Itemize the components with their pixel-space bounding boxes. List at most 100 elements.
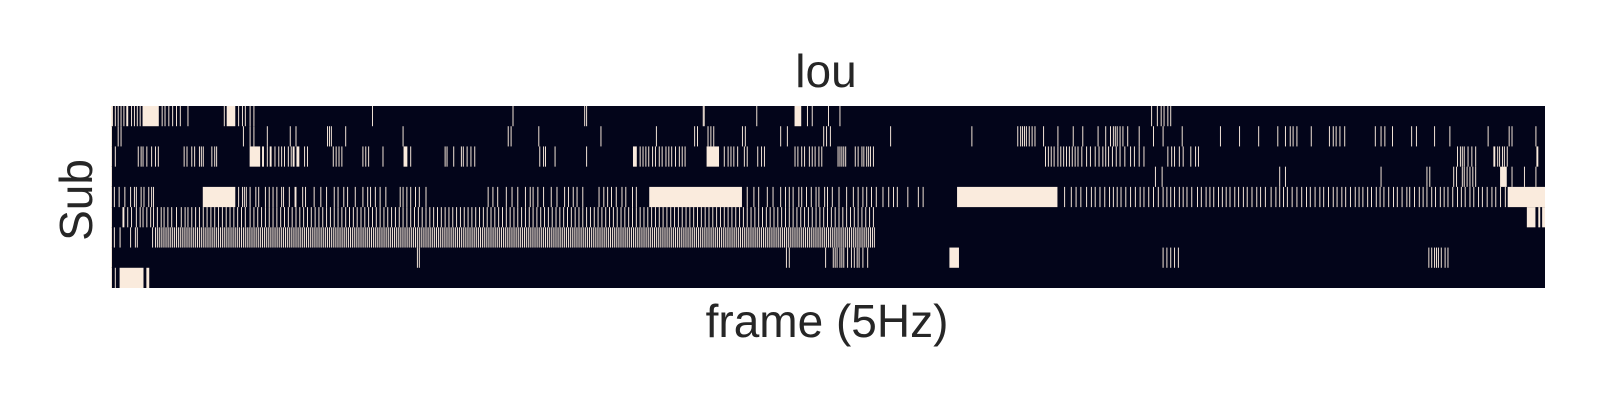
heatmap-cell (111, 186, 112, 208)
heatmap-cell (825, 247, 827, 268)
heatmap-cell (1495, 186, 1497, 208)
heatmap-cell (544, 207, 546, 228)
heatmap-cell (715, 227, 717, 248)
heatmap-cell (202, 146, 204, 167)
heatmap-cell (406, 186, 408, 208)
heatmap-cell (375, 207, 377, 228)
heatmap-cell (615, 186, 617, 208)
heatmap-cell (295, 186, 297, 208)
heatmap-cell (793, 227, 795, 248)
heatmap-cell (865, 207, 867, 228)
heatmap-cell (139, 106, 141, 127)
heatmap-cell (584, 106, 586, 127)
heatmap-cell (341, 207, 343, 228)
heatmap-cell (737, 146, 739, 167)
heatmap-cell (1396, 186, 1398, 208)
heatmap-cell (839, 106, 841, 127)
heatmap-cell (327, 227, 329, 248)
heatmap-cell (692, 227, 694, 248)
heatmap-cell (806, 227, 808, 248)
heatmap-cell (179, 106, 181, 127)
heatmap-cell (635, 186, 637, 208)
heatmap-cell (264, 207, 266, 228)
heatmap-cell (359, 227, 361, 248)
heatmap-cell (734, 227, 736, 248)
heatmap-cell (111, 166, 112, 187)
heatmap-cell (700, 207, 702, 228)
heatmap-cell (856, 227, 858, 248)
heatmap-cell (662, 207, 664, 228)
heatmap-cell (632, 227, 634, 248)
heatmap-cell (166, 227, 168, 248)
heatmap-cell (283, 227, 285, 248)
heatmap-cell (426, 227, 428, 248)
heatmap-cell (1025, 126, 1027, 147)
heatmap-cell (730, 146, 732, 167)
heatmap-cell (839, 146, 841, 167)
heatmap-cell (755, 227, 757, 248)
heatmap-cell (1503, 146, 1505, 167)
heatmap-cell (1167, 106, 1169, 127)
heatmap-cell (451, 227, 453, 248)
heatmap-cell (274, 146, 276, 167)
heatmap-cell (511, 186, 513, 208)
heatmap-cell (852, 186, 854, 208)
heatmap-cell (841, 227, 843, 248)
heatmap-cell (1358, 186, 1360, 208)
heatmap-cell (603, 186, 605, 208)
heatmap-cell (250, 227, 252, 248)
heatmap-cell (135, 186, 137, 208)
heatmap-cell (571, 227, 573, 248)
heatmap-cell (661, 227, 663, 248)
heatmap-cell (344, 227, 346, 248)
heatmap-cell (288, 186, 290, 208)
heatmap-cell (117, 126, 119, 147)
heatmap-cell (644, 227, 646, 248)
heatmap-cell (606, 227, 608, 248)
heatmap-cell (314, 207, 316, 228)
heatmap-cell (328, 227, 330, 248)
heatmap-cell (510, 227, 512, 248)
heatmap-cell (620, 207, 622, 228)
heatmap-cell (600, 227, 602, 248)
heatmap-cell (161, 106, 163, 127)
heatmap-cell (807, 207, 809, 228)
heatmap-cell (268, 186, 270, 208)
heatmap-cell (1314, 186, 1316, 208)
heatmap-cell (827, 186, 828, 208)
heatmap-cell (263, 227, 265, 248)
heatmap-cell (811, 207, 813, 228)
heatmap-cell (847, 227, 849, 248)
heatmap-cell (670, 207, 672, 228)
heatmap-cell (559, 207, 561, 228)
heatmap-cell (547, 207, 549, 228)
heatmap-cell (1023, 126, 1025, 147)
heatmap-cell (237, 207, 239, 228)
heatmap-cell (1153, 126, 1154, 147)
heatmap-cell (867, 247, 869, 268)
heatmap-cell (842, 207, 844, 228)
heatmap-cell (1463, 166, 1465, 187)
heatmap-cell (680, 227, 682, 248)
heatmap-cell (168, 106, 170, 127)
heatmap-cell (675, 227, 676, 248)
heatmap-cell (1229, 186, 1231, 208)
heatmap-cell (474, 227, 476, 248)
heatmap-cell (562, 227, 564, 248)
heatmap-cell (870, 227, 872, 248)
heatmap-cell (1380, 166, 1382, 187)
heatmap-cell (623, 227, 625, 248)
heatmap-cell (1070, 186, 1072, 208)
heatmap-cell (1110, 126, 1111, 147)
heatmap-cell (843, 227, 845, 248)
heatmap-cell (1028, 126, 1030, 147)
heatmap-cell (287, 146, 289, 167)
heatmap-cell (1453, 166, 1455, 187)
heatmap-cell (849, 227, 850, 248)
heatmap-cell (1238, 186, 1240, 208)
heatmap-cell (310, 207, 312, 228)
heatmap-cell (1296, 126, 1298, 147)
heatmap-cell (1310, 126, 1312, 147)
heatmap-cell (1105, 146, 1107, 167)
heatmap-cell (229, 207, 231, 228)
